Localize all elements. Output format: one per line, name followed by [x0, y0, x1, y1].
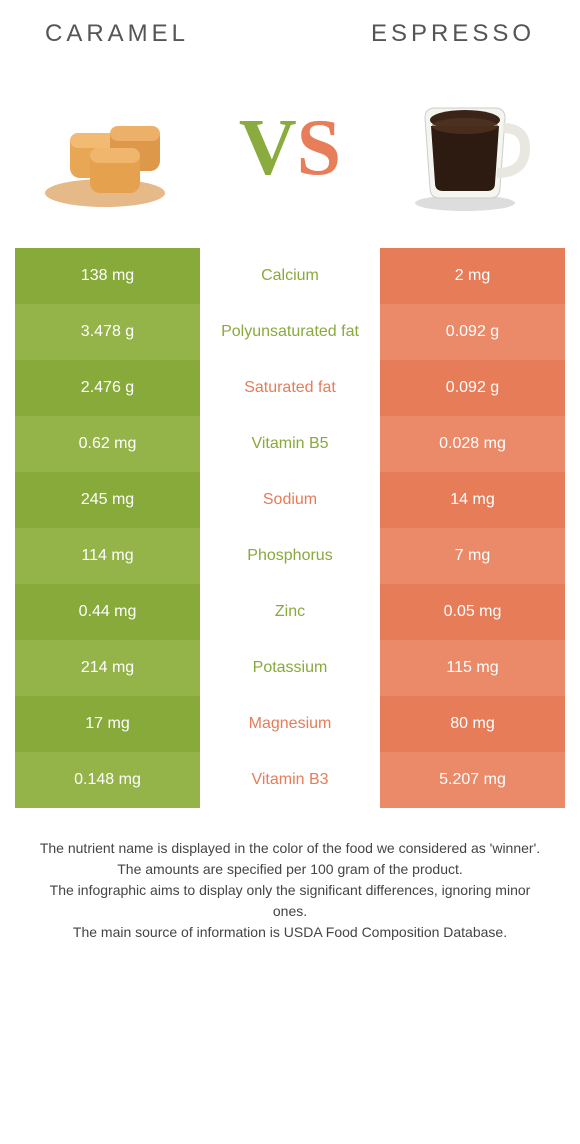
value-right: 14 mg — [380, 472, 565, 528]
nutrient-label: Calcium — [200, 248, 380, 304]
value-left: 2.476 g — [15, 360, 200, 416]
value-right: 0.028 mg — [380, 416, 565, 472]
nutrient-label: Phosphorus — [200, 528, 380, 584]
vs-v: V — [239, 104, 297, 192]
nutrient-label: Zinc — [200, 584, 380, 640]
value-left: 245 mg — [15, 472, 200, 528]
footer-line: The infographic aims to display only the… — [35, 880, 545, 922]
images-row: VS — [15, 78, 565, 218]
food-left-name: Caramel — [45, 20, 189, 48]
nutrient-label: Vitamin B5 — [200, 416, 380, 472]
nutrient-label: Polyunsaturated fat — [200, 304, 380, 360]
value-left: 214 mg — [15, 640, 200, 696]
value-left: 114 mg — [15, 528, 200, 584]
table-row: 17 mgMagnesium80 mg — [15, 696, 565, 752]
footer-line: The nutrient name is displayed in the co… — [35, 838, 545, 859]
table-row: 0.44 mgZinc0.05 mg — [15, 584, 565, 640]
value-left: 17 mg — [15, 696, 200, 752]
vs-s: S — [297, 104, 342, 192]
table-row: 114 mgPhosphorus7 mg — [15, 528, 565, 584]
nutrient-table: 138 mgCalcium2 mg3.478 gPolyunsaturated … — [15, 248, 565, 808]
table-row: 0.62 mgVitamin B50.028 mg — [15, 416, 565, 472]
value-right: 115 mg — [380, 640, 565, 696]
nutrient-label: Sodium — [200, 472, 380, 528]
nutrient-label: Vitamin B3 — [200, 752, 380, 808]
nutrient-label: Magnesium — [200, 696, 380, 752]
food-right-name: Espresso — [371, 20, 535, 48]
value-right: 80 mg — [380, 696, 565, 752]
footer-text: The nutrient name is displayed in the co… — [15, 838, 565, 943]
value-right: 2 mg — [380, 248, 565, 304]
header-row: Caramel Espresso — [15, 20, 565, 48]
footer-line: The amounts are specified per 100 gram o… — [35, 859, 545, 880]
table-row: 138 mgCalcium2 mg — [15, 248, 565, 304]
footer-line: The main source of information is USDA F… — [35, 922, 545, 943]
value-right: 5.207 mg — [380, 752, 565, 808]
value-left: 138 mg — [15, 248, 200, 304]
value-right: 0.092 g — [380, 360, 565, 416]
table-row: 245 mgSodium14 mg — [15, 472, 565, 528]
nutrient-label: Potassium — [200, 640, 380, 696]
value-left: 0.148 mg — [15, 752, 200, 808]
value-right: 0.05 mg — [380, 584, 565, 640]
value-left: 0.44 mg — [15, 584, 200, 640]
table-row: 0.148 mgVitamin B35.207 mg — [15, 752, 565, 808]
vs-label: VS — [239, 103, 341, 194]
table-row: 2.476 gSaturated fat0.092 g — [15, 360, 565, 416]
value-left: 0.62 mg — [15, 416, 200, 472]
caramel-image — [35, 78, 195, 218]
espresso-icon — [385, 78, 545, 218]
caramel-icon — [35, 78, 195, 218]
table-row: 3.478 gPolyunsaturated fat0.092 g — [15, 304, 565, 360]
nutrient-label: Saturated fat — [200, 360, 380, 416]
table-row: 214 mgPotassium115 mg — [15, 640, 565, 696]
espresso-image — [385, 78, 545, 218]
value-left: 3.478 g — [15, 304, 200, 360]
value-right: 7 mg — [380, 528, 565, 584]
value-right: 0.092 g — [380, 304, 565, 360]
